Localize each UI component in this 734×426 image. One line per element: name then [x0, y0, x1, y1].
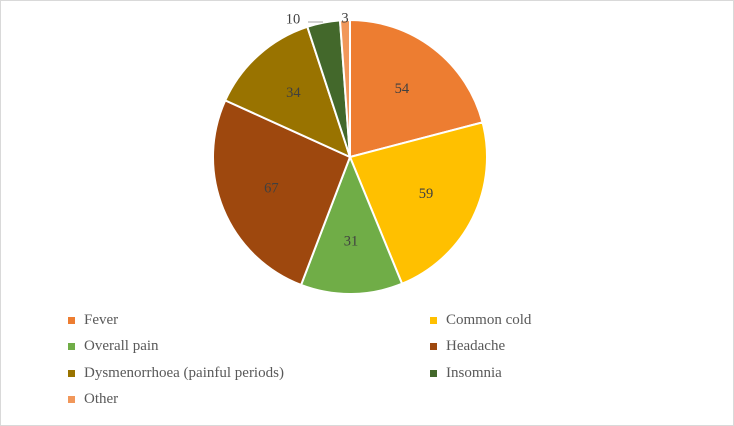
legend-label-fever: Fever [84, 312, 119, 328]
data-label-overall-pain: 31 [344, 233, 359, 249]
legend-item-other: Other [68, 391, 118, 408]
data-label-dysmenorrhoea: 34 [286, 85, 301, 101]
pie-slice-common-cold [348, 121, 488, 286]
pie-slice-overall-pain [299, 154, 404, 295]
pie-slice-other [338, 18, 351, 158]
legend-label-other: Other [84, 391, 119, 407]
legend-label-insomnia: Insomnia [446, 365, 502, 381]
legend-item-overall-pain: Overall pain [68, 338, 159, 355]
data-label-other: 3 [341, 10, 348, 26]
legend-label-common-cold: Common cold [446, 312, 532, 328]
legend-swatch-insomnia [430, 370, 437, 377]
data-label-fever: 54 [395, 81, 410, 97]
legend-label-dysmenorrhoea: Dysmenorrhoea (painful periods) [84, 365, 284, 381]
pie-slice-headache [212, 99, 352, 287]
data-label-common-cold: 59 [419, 186, 434, 202]
legend-swatch-fever [68, 317, 75, 324]
legend-item-common-cold: Common cold [430, 312, 531, 329]
legend-item-headache: Headache [430, 338, 505, 355]
legend-item-fever: Fever [68, 312, 118, 329]
legend-swatch-other [68, 396, 75, 403]
legend-label-headache: Headache [446, 338, 506, 354]
legend-swatch-headache [430, 343, 437, 350]
legend-swatch-common-cold [430, 317, 437, 324]
legend-swatch-overall-pain [68, 343, 75, 350]
pie-slice-dysmenorrhoea [223, 25, 352, 159]
data-label-headache: 67 [264, 181, 279, 197]
data-label-insomnia: 10 [286, 11, 301, 27]
legend-swatch-dysmenorrhoea [68, 370, 75, 377]
legend-item-dysmenorrhoea: Dysmenorrhoea (painful periods) [68, 365, 284, 382]
legend-label-overall-pain: Overall pain [84, 338, 159, 354]
legend-item-insomnia: Insomnia [430, 365, 502, 382]
pie-slice-fever [349, 18, 484, 159]
